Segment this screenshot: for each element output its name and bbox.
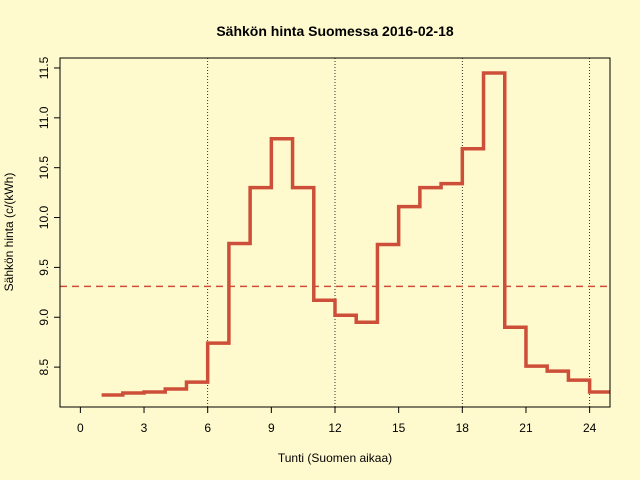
x-tick-label: 0 (77, 421, 84, 435)
y-tick-label: 10.0 (37, 206, 51, 230)
x-tick-label: 21 (519, 421, 533, 435)
y-tick-label: 8.5 (37, 358, 51, 375)
x-tick-label: 9 (268, 421, 275, 435)
x-tick-label: 24 (583, 421, 597, 435)
y-tick-label: 10.5 (37, 156, 51, 180)
y-tick-label: 9.0 (37, 309, 51, 326)
chart-title: Sähkön hinta Suomessa 2016-02-18 (216, 23, 454, 39)
x-tick-label: 12 (328, 421, 342, 435)
x-tick-label: 18 (456, 421, 470, 435)
x-tick-label: 15 (392, 421, 406, 435)
y-tick-label: 9.5 (37, 259, 51, 276)
x-axis-title: Tunti (Suomen aikaa) (278, 451, 392, 465)
plot-frame (59, 57, 611, 408)
x-tick-label: 3 (141, 421, 148, 435)
x-tick-label: 6 (204, 421, 211, 435)
price-line (101, 71, 610, 397)
y-tick-label: 11.0 (37, 106, 51, 129)
y-axis-title: Sähkön hinta (c/(kWh) (2, 173, 16, 292)
y-tick-label: 11.5 (37, 56, 51, 79)
